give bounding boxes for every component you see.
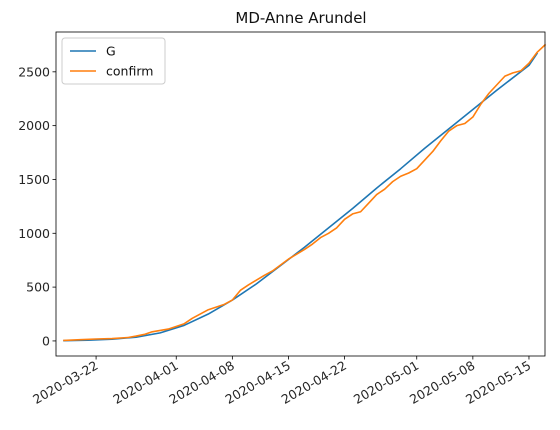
y-tick-label: 0 — [42, 333, 50, 348]
y-tick-label: 2000 — [18, 118, 50, 133]
y-axis: 0 500 1000 1500 2000 2500 — [18, 64, 56, 348]
y-tick-label: 1000 — [18, 226, 50, 241]
plot-frame — [55, 31, 546, 357]
y-tick-label: 500 — [26, 280, 50, 295]
series-line-confirm — [63, 43, 547, 342]
series-line-G — [63, 52, 539, 342]
legend-box — [61, 37, 166, 85]
y-tick-label: 1500 — [18, 172, 50, 187]
legend-label-G: G — [106, 44, 116, 59]
legend-label-confirm: confirm — [106, 64, 153, 79]
chart-title: MD-Anne Arundel — [235, 9, 366, 27]
y-tick-label: 2500 — [18, 64, 50, 79]
plot-area — [55, 31, 547, 357]
